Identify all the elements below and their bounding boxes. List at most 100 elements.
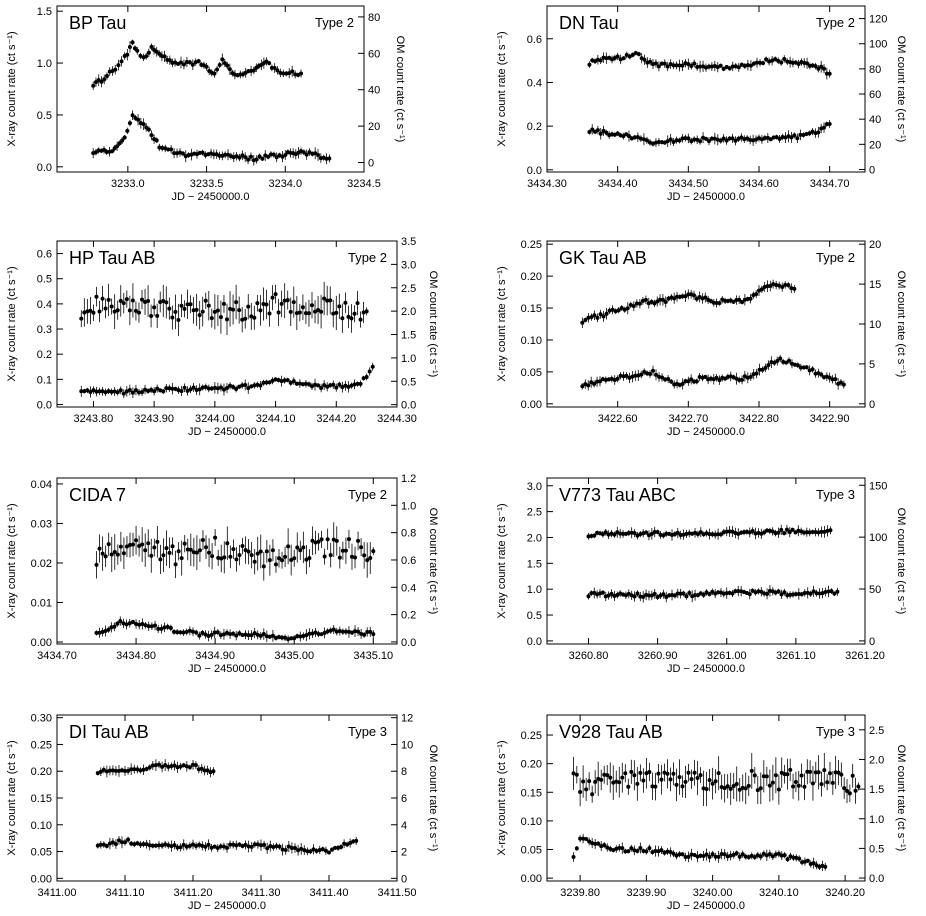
- data-point: [124, 389, 129, 394]
- data-point: [85, 388, 90, 393]
- x-tick-label: 3260.90: [638, 650, 678, 662]
- data-point: [589, 591, 594, 596]
- data-point: [290, 69, 295, 74]
- data-point: [758, 60, 763, 65]
- data-point: [751, 61, 756, 66]
- data-point: [286, 637, 291, 642]
- data-point: [780, 135, 785, 140]
- data-point: [98, 769, 103, 774]
- data-point: [273, 562, 278, 567]
- x-tick-label: 3233.0: [111, 178, 145, 190]
- data-point: [147, 765, 152, 770]
- data-point: [361, 376, 366, 381]
- series-om: [586, 524, 833, 541]
- data-point: [197, 387, 202, 392]
- y2-tick-label: 50: [869, 584, 881, 596]
- data-point: [282, 378, 287, 383]
- data-point: [331, 311, 336, 316]
- data-point: [130, 113, 135, 118]
- data-point: [140, 390, 144, 395]
- data-point: [771, 135, 776, 140]
- data-point: [334, 629, 339, 634]
- data-point: [95, 843, 100, 848]
- data-point: [701, 853, 706, 858]
- data-point: [155, 313, 160, 318]
- y2-tick-label: 0.2: [401, 610, 416, 622]
- data-point: [633, 51, 638, 56]
- data-point: [279, 301, 284, 306]
- data-point: [662, 770, 667, 775]
- data-point: [675, 530, 680, 535]
- y-tick-label: 0.15: [31, 793, 52, 805]
- data-point: [731, 852, 736, 857]
- data-point: [296, 73, 301, 78]
- y-axis-label: X-ray count rate (ct s⁻¹): [6, 503, 18, 618]
- data-point: [581, 779, 586, 784]
- data-point: [267, 558, 272, 563]
- data-point: [327, 156, 332, 161]
- data-point: [325, 629, 330, 634]
- data-point: [260, 156, 265, 161]
- y-tick-label: 0.25: [521, 730, 542, 742]
- data-point: [124, 297, 129, 302]
- data-point: [716, 532, 721, 537]
- data-point: [714, 375, 719, 380]
- y2-axis-label: OM count rate (ct s⁻¹): [895, 508, 907, 615]
- data-point: [305, 849, 310, 854]
- data-point: [612, 532, 617, 537]
- data-point: [197, 633, 202, 638]
- data-point: [754, 292, 759, 297]
- data-point: [695, 776, 700, 781]
- data-point: [121, 301, 126, 306]
- data-point: [116, 63, 121, 68]
- data-point: [218, 844, 223, 849]
- data-point: [721, 136, 726, 141]
- data-point: [680, 294, 685, 299]
- data-point: [185, 388, 190, 393]
- data-point: [280, 635, 285, 640]
- data-point: [109, 625, 114, 630]
- data-point: [304, 633, 309, 638]
- data-point: [240, 632, 245, 637]
- data-point: [608, 846, 613, 851]
- data-point: [665, 771, 670, 776]
- data-point: [643, 297, 648, 302]
- type-label: Type 3: [816, 487, 855, 502]
- x-tick-label: 3422.90: [810, 413, 850, 425]
- data-point: [767, 59, 772, 64]
- data-point: [346, 629, 351, 634]
- data-point: [306, 382, 311, 387]
- data-point: [822, 125, 827, 130]
- data-point: [228, 632, 233, 637]
- data-point: [832, 591, 837, 596]
- data-point: [757, 367, 762, 372]
- data-point: [656, 849, 661, 854]
- data-point: [337, 629, 342, 634]
- y2-tick-label: 40: [368, 85, 380, 97]
- data-point: [356, 538, 361, 543]
- data-point: [136, 390, 141, 395]
- data-point: [669, 379, 674, 384]
- data-point: [180, 151, 185, 156]
- data-point: [277, 556, 282, 561]
- data-point: [157, 762, 161, 767]
- data-point: [773, 773, 778, 778]
- data-point: [188, 547, 193, 552]
- data-point: [791, 784, 796, 789]
- x-tick-label: 3411.00: [38, 887, 77, 899]
- y2-tick-label: 10: [869, 319, 881, 331]
- panel-title: V928 Tau AB: [559, 722, 663, 742]
- data-point: [842, 786, 847, 791]
- y-axis-label: X-ray count rate (ct s⁻¹): [496, 503, 508, 618]
- data-point: [292, 636, 297, 641]
- data-point: [322, 630, 327, 635]
- data-point: [762, 591, 767, 596]
- data-point: [294, 381, 299, 386]
- data-point: [698, 139, 703, 144]
- data-point: [267, 311, 272, 316]
- data-point: [648, 371, 653, 376]
- data-point: [179, 556, 184, 561]
- data-point: [713, 854, 718, 859]
- data-point: [316, 152, 321, 157]
- data-point: [102, 147, 107, 152]
